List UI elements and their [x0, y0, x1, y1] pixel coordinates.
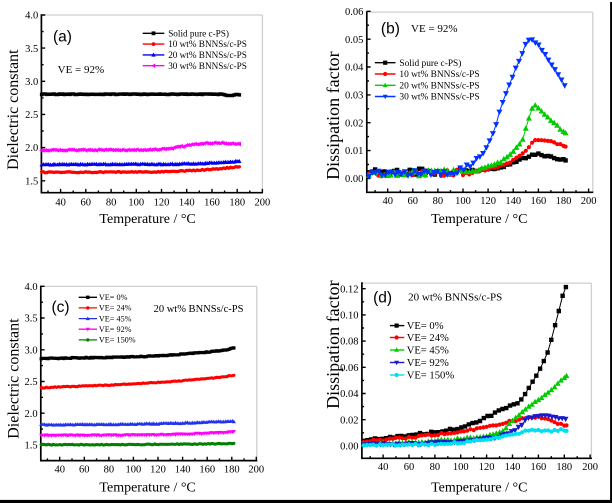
svg-text:100: 100: [453, 462, 469, 473]
svg-text:3.0: 3.0: [25, 77, 38, 88]
svg-text:(c): (c): [51, 299, 69, 316]
svg-text:VE= 0%: VE= 0%: [407, 321, 444, 332]
svg-text:0.06: 0.06: [345, 7, 363, 18]
svg-text:Dissipation factor: Dissipation factor: [323, 51, 343, 179]
svg-text:VE= 92%: VE= 92%: [407, 358, 449, 369]
svg-text:200: 200: [248, 465, 264, 476]
svg-text:Temperature / °C: Temperature / °C: [99, 212, 195, 227]
svg-text:140: 140: [179, 197, 195, 208]
svg-text:60: 60: [79, 465, 90, 476]
svg-text:30 wt% BNNSs/c-PS: 30 wt% BNNSs/c-PS: [399, 93, 479, 103]
svg-text:140: 140: [505, 462, 521, 473]
svg-text:160: 160: [204, 197, 220, 208]
svg-text:30 wt% BNNSs/c-PS: 30 wt% BNNSs/c-PS: [168, 61, 247, 71]
svg-text:120: 120: [479, 462, 495, 473]
svg-text:80: 80: [106, 197, 117, 208]
svg-text:VE= 92%: VE= 92%: [99, 325, 132, 334]
svg-text:VE= 150%: VE= 150%: [99, 336, 136, 345]
svg-text:200: 200: [255, 197, 271, 208]
svg-text:0.05: 0.05: [345, 35, 363, 46]
svg-text:0.00: 0.00: [345, 174, 363, 185]
svg-text:80: 80: [433, 196, 444, 207]
svg-text:Temperature / °C: Temperature / °C: [431, 481, 527, 496]
svg-text:60: 60: [404, 462, 415, 473]
svg-text:0.12: 0.12: [340, 284, 358, 295]
svg-text:200: 200: [582, 462, 598, 473]
svg-text:40: 40: [55, 197, 66, 208]
svg-text:(a): (a): [53, 29, 72, 46]
svg-text:180: 180: [224, 465, 240, 476]
svg-text:60: 60: [408, 196, 419, 207]
svg-text:3.5: 3.5: [24, 314, 37, 325]
svg-text:160: 160: [531, 462, 547, 473]
svg-text:180: 180: [556, 196, 572, 207]
svg-text:VE = 92%: VE = 92%: [58, 64, 105, 76]
svg-text:100: 100: [126, 465, 142, 476]
svg-text:4.0: 4.0: [25, 11, 38, 22]
svg-text:Temperature / °C: Temperature / °C: [99, 481, 195, 496]
svg-text:0.04: 0.04: [345, 63, 364, 74]
svg-text:2.0: 2.0: [24, 409, 37, 420]
svg-text:10 wt% BNNSs/c-PS: 10 wt% BNNSs/c-PS: [168, 39, 247, 49]
svg-text:2.5: 2.5: [25, 110, 38, 121]
svg-text:(b): (b): [381, 20, 400, 37]
svg-text:80: 80: [430, 462, 441, 473]
svg-text:3.0: 3.0: [24, 345, 37, 356]
svg-text:0.03: 0.03: [345, 91, 363, 102]
svg-text:0.00: 0.00: [340, 442, 358, 453]
svg-text:180: 180: [556, 462, 572, 473]
svg-text:10 wt% BNNSs/c-PS: 10 wt% BNNSs/c-PS: [399, 70, 479, 80]
svg-text:40: 40: [378, 462, 389, 473]
svg-text:Solid pure c-PS): Solid pure c-PS): [399, 58, 461, 69]
svg-text:VE= 24%: VE= 24%: [99, 304, 132, 313]
svg-text:VE = 92%: VE = 92%: [411, 23, 458, 35]
svg-text:Dielectric constant: Dielectric constant: [5, 49, 22, 170]
svg-text:0.02: 0.02: [345, 118, 363, 129]
svg-text:VE= 0%: VE= 0%: [99, 293, 128, 302]
svg-text:Dielectric constant: Dielectric constant: [6, 318, 23, 439]
svg-text:2.5: 2.5: [24, 377, 37, 388]
svg-text:4.0: 4.0: [24, 282, 37, 293]
svg-text:120: 120: [154, 197, 170, 208]
svg-text:1.5: 1.5: [24, 441, 37, 452]
svg-text:(d): (d): [373, 289, 392, 306]
svg-text:60: 60: [81, 197, 92, 208]
svg-text:140: 140: [175, 465, 191, 476]
svg-text:Temperature / °C: Temperature / °C: [431, 212, 527, 227]
svg-text:200: 200: [581, 196, 597, 207]
svg-text:120: 120: [150, 465, 166, 476]
svg-text:Solid pure c-PS): Solid pure c-PS): [168, 28, 229, 38]
svg-text:1.5: 1.5: [25, 176, 38, 187]
svg-text:VE= 45%: VE= 45%: [407, 346, 449, 357]
svg-text:0.10: 0.10: [340, 311, 358, 322]
svg-text:0.06: 0.06: [340, 363, 358, 374]
svg-text:0.08: 0.08: [340, 337, 358, 348]
svg-text:40: 40: [382, 196, 393, 207]
svg-text:80: 80: [104, 465, 115, 476]
svg-text:160: 160: [199, 465, 215, 476]
svg-text:Dissipation factor: Dissipation factor: [323, 280, 343, 408]
svg-text:120: 120: [480, 196, 496, 207]
svg-text:0.02: 0.02: [340, 415, 358, 426]
svg-text:100: 100: [128, 197, 144, 208]
svg-text:0.01: 0.01: [345, 146, 363, 157]
svg-text:3.5: 3.5: [25, 44, 38, 55]
svg-text:180: 180: [229, 197, 245, 208]
svg-text:40: 40: [54, 465, 65, 476]
svg-text:0.04: 0.04: [340, 389, 359, 400]
svg-text:20 wt% BNNSs/c-PS: 20 wt% BNNSs/c-PS: [408, 292, 502, 304]
svg-text:100: 100: [455, 196, 471, 207]
svg-text:VE= 24%: VE= 24%: [407, 333, 449, 344]
svg-text:VE= 150%: VE= 150%: [407, 371, 455, 382]
svg-text:20 wt% BNNSs/c-PS: 20 wt% BNNSs/c-PS: [168, 50, 247, 60]
svg-text:140: 140: [505, 196, 521, 207]
svg-text:20 wt% BNNSs/c-PS: 20 wt% BNNSs/c-PS: [154, 304, 244, 315]
svg-text:2.0: 2.0: [25, 143, 38, 154]
svg-text:VE= 45%: VE= 45%: [99, 314, 132, 323]
svg-text:160: 160: [531, 196, 547, 207]
svg-text:20 wt% BNNSs/c-PS: 20 wt% BNNSs/c-PS: [399, 82, 479, 92]
